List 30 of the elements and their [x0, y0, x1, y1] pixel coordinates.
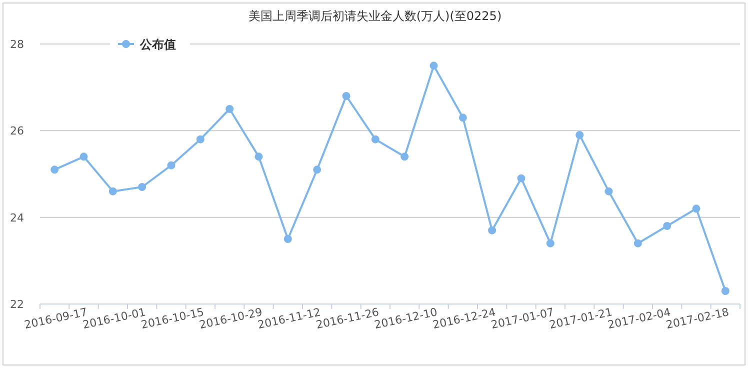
point	[284, 235, 292, 243]
point	[488, 226, 496, 234]
point	[226, 105, 234, 113]
point	[50, 166, 59, 174]
point	[517, 174, 526, 182]
point	[196, 135, 204, 144]
point	[371, 135, 380, 144]
point	[167, 161, 176, 170]
point	[342, 92, 350, 100]
point	[430, 62, 438, 70]
y-tick-label: 24	[10, 211, 24, 224]
point	[634, 239, 642, 248]
point	[663, 222, 672, 230]
point	[400, 152, 409, 161]
point	[721, 287, 730, 295]
point	[313, 166, 322, 174]
point	[138, 183, 146, 191]
point	[604, 187, 613, 196]
point	[458, 114, 467, 122]
point	[576, 131, 584, 139]
point	[692, 204, 700, 213]
y-tick-label: 28	[10, 38, 24, 51]
point	[546, 239, 554, 248]
point	[254, 152, 263, 161]
y-tick-label: 22	[10, 298, 24, 311]
point	[80, 152, 88, 161]
legend-label: 公布值	[139, 38, 176, 52]
point	[108, 187, 117, 196]
chart-title: 美国上周季调后初请失业金人数(万人)(至0225)	[248, 9, 502, 23]
y-tick-label: 26	[10, 124, 24, 138]
